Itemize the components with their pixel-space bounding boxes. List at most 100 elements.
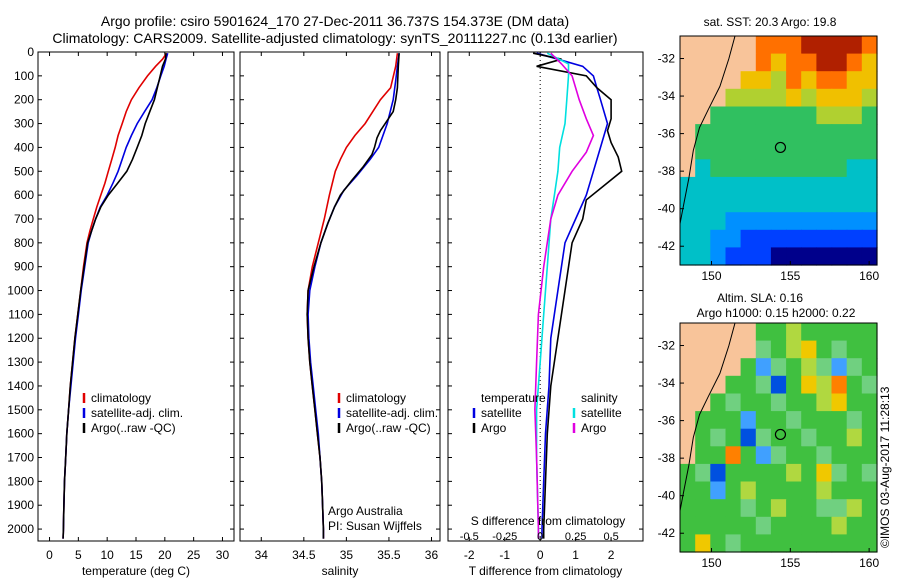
sst-map-cell — [755, 53, 772, 72]
sst-map-cell — [846, 53, 863, 72]
sla-map-cell — [770, 428, 787, 447]
depth-tick-label: 900 — [14, 260, 34, 274]
sst-map-cell — [770, 124, 787, 143]
sla-map-cell — [740, 340, 757, 359]
temperature-profile-xtick-label: 5 — [75, 548, 82, 562]
sst-map-cell — [786, 229, 802, 248]
argo-australia-credit: Argo Australia — [328, 504, 403, 518]
sst-map-cell — [786, 106, 802, 125]
sst-map-ytick-label: -36 — [658, 127, 676, 141]
sst-map-cell — [816, 106, 833, 125]
sla-map-cell — [710, 428, 727, 447]
sst-map-cell — [710, 53, 727, 72]
sla-map-cell — [695, 516, 711, 535]
sst-map-cell — [861, 194, 878, 213]
depth-tick-label: 1100 — [8, 307, 34, 321]
sla-map-cell — [786, 481, 802, 500]
sla-map-cell — [710, 446, 727, 465]
temperature-profile-legend-label: climatology — [91, 391, 151, 405]
salinity-profile-legend-label: satellite-adj. clim. — [346, 406, 438, 420]
salinity-profile-xtick-label: 34 — [255, 548, 269, 562]
difference-legend-label: Argo — [481, 421, 507, 435]
sla-map-cell — [725, 534, 742, 553]
sla-map-cell — [861, 358, 878, 377]
sst-map-cell — [846, 247, 863, 266]
sla-map-cell — [740, 411, 757, 430]
sst-map-cell — [861, 106, 878, 125]
sst-map-cell — [831, 88, 848, 107]
sla-map-cell — [740, 375, 757, 394]
sla-map-cell — [695, 499, 711, 518]
sla-map-cell — [801, 534, 817, 553]
sst-map-cell — [831, 212, 848, 231]
sla-map-cell — [861, 323, 878, 342]
sst-map-cell — [680, 71, 696, 90]
sst-map-cell — [846, 159, 863, 178]
sst-map-cell — [861, 176, 878, 196]
sst-map-cell — [770, 106, 787, 125]
sst-map-cell — [755, 124, 772, 143]
sla-map-ytick-label: -42 — [658, 526, 676, 540]
sla-map-cell — [831, 534, 848, 553]
sst-map-cell — [831, 247, 848, 266]
sla-map-cell — [861, 534, 878, 553]
sla-map-cell — [695, 428, 711, 447]
sla-map-cell — [755, 481, 772, 500]
sst-map-cell — [755, 247, 772, 266]
legend-temperature-title: temperature — [481, 391, 546, 405]
sst-map-cell — [755, 106, 772, 125]
difference-profile-xtick-label: 2 — [608, 548, 615, 562]
sst-map-cell — [786, 88, 802, 107]
sst-map-cell — [786, 247, 802, 266]
sst-map-cell — [831, 71, 848, 90]
sst-map-cell — [755, 159, 772, 178]
sst-map-cell — [680, 159, 696, 178]
sla-map-cell — [755, 499, 772, 518]
sst-map-cell — [786, 71, 802, 90]
sla-map-cell — [846, 428, 863, 447]
sla-map-cell — [786, 463, 802, 483]
sst-map-cell — [831, 124, 848, 143]
sst-map-cell — [770, 159, 787, 178]
sla-map-coastline — [679, 322, 736, 511]
sla-map-cell — [786, 393, 802, 412]
depth-tick-label: 2000 — [7, 522, 34, 536]
sst-map-cell — [816, 124, 833, 143]
sst-map-cell — [695, 88, 711, 107]
sla-map-cell — [725, 323, 742, 342]
sla-map-cell — [740, 428, 757, 447]
sst-map-cell — [770, 247, 787, 266]
sla-map-cell — [801, 516, 817, 535]
sla-map-cell — [846, 358, 863, 377]
depth-tick-label: 0 — [27, 45, 34, 59]
sst-map-cell — [831, 36, 848, 55]
sst-map-cell — [755, 176, 772, 196]
sla-map-cell — [846, 499, 863, 518]
temperature-profile-xtick-label: 30 — [216, 548, 230, 562]
salinity-profile-xtick-label: 35.5 — [377, 548, 401, 562]
sla-map-ytick-label: -40 — [658, 489, 676, 503]
sla-map-cell — [740, 323, 757, 342]
sla-map-cell — [846, 446, 863, 465]
sla-map-cell — [831, 428, 848, 447]
difference-profile-series-t-satellite — [536, 52, 609, 539]
sla-map-cell — [816, 358, 833, 377]
temperature-profile-frame — [37, 51, 235, 542]
sst-map-cell — [801, 53, 817, 72]
sla-map-cell — [816, 393, 833, 412]
sst-map-cell — [816, 159, 833, 178]
depth-tick-label: 1700 — [7, 451, 34, 465]
sst-map-cell — [770, 176, 787, 196]
sla-map-cell — [861, 411, 878, 430]
sla-map-cell — [725, 499, 742, 518]
sst-map-ytick-label: -40 — [658, 202, 676, 216]
sla-map-cell — [755, 323, 772, 342]
sst-map-cell — [695, 194, 711, 213]
sst-map-cell — [710, 229, 727, 248]
sla-map-xtick-label: 155 — [780, 556, 800, 570]
sla-map-cell — [801, 393, 817, 412]
sla-map-cell — [740, 516, 757, 535]
depth-tick-label: 600 — [14, 188, 34, 202]
sla-map-title: Altim. SLA: 0.16 — [717, 291, 803, 305]
sla-map-cell — [695, 358, 711, 377]
